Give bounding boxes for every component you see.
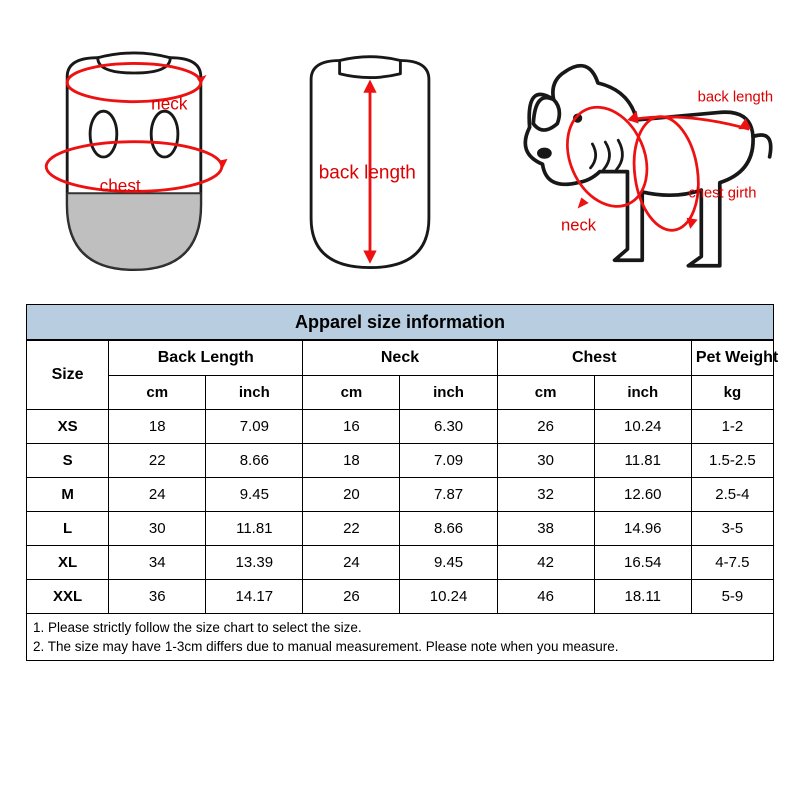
table-row: L3011.81228.663814.963-5 <box>27 512 774 546</box>
label-dog-chest-girth: chest girth <box>688 185 756 201</box>
diagram-vest-back: back length <box>252 10 488 300</box>
cell-bl_in: 8.66 <box>206 444 303 478</box>
label-dog-back-length: back length <box>697 89 772 105</box>
label-neck: neck <box>151 93 188 113</box>
diagram-vest-front: neck chest <box>16 10 252 300</box>
col-size: Size <box>27 341 109 410</box>
table-row: XS187.09166.302610.241-2 <box>27 410 774 444</box>
cell-size: XL <box>27 546 109 580</box>
cell-bl_cm: 24 <box>109 478 206 512</box>
cell-nk_cm: 24 <box>303 546 400 580</box>
cell-bl_in: 13.39 <box>206 546 303 580</box>
unit-inch: inch <box>400 376 497 410</box>
cell-wt: 2.5-4 <box>691 478 773 512</box>
size-table: Size Back Length Neck Chest Pet Weight c… <box>26 340 774 614</box>
unit-cm: cm <box>303 376 400 410</box>
unit-cm: cm <box>109 376 206 410</box>
cell-ch_cm: 32 <box>497 478 594 512</box>
label-back-length: back length <box>319 162 416 183</box>
cell-ch_in: 18.11 <box>594 580 691 614</box>
table-header-row-2: cm inch cm inch cm inch kg <box>27 376 774 410</box>
diagram-dog: neck chest girth back length <box>489 10 784 300</box>
unit-cm: cm <box>497 376 594 410</box>
cell-wt: 4-7.5 <box>691 546 773 580</box>
note-line: 1. Please strictly follow the size chart… <box>33 618 767 637</box>
table-header-row-1: Size Back Length Neck Chest Pet Weight <box>27 341 774 376</box>
cell-bl_in: 9.45 <box>206 478 303 512</box>
cell-size: M <box>27 478 109 512</box>
cell-ch_cm: 38 <box>497 512 594 546</box>
cell-ch_in: 10.24 <box>594 410 691 444</box>
cell-ch_in: 12.60 <box>594 478 691 512</box>
cell-nk_in: 8.66 <box>400 512 497 546</box>
diagrams-row: neck chest back length <box>0 0 800 300</box>
cell-ch_cm: 42 <box>497 546 594 580</box>
cell-ch_in: 16.54 <box>594 546 691 580</box>
cell-bl_in: 7.09 <box>206 410 303 444</box>
cell-nk_in: 6.30 <box>400 410 497 444</box>
cell-wt: 1-2 <box>691 410 773 444</box>
label-dog-neck: neck <box>561 216 597 235</box>
cell-ch_cm: 30 <box>497 444 594 478</box>
col-back-length: Back Length <box>109 341 303 376</box>
cell-bl_cm: 22 <box>109 444 206 478</box>
cell-wt: 3-5 <box>691 512 773 546</box>
notes: 1. Please strictly follow the size chart… <box>26 614 774 661</box>
unit-kg: kg <box>691 376 773 410</box>
cell-size: XXL <box>27 580 109 614</box>
cell-bl_cm: 36 <box>109 580 206 614</box>
cell-ch_cm: 46 <box>497 580 594 614</box>
cell-nk_in: 10.24 <box>400 580 497 614</box>
cell-size: L <box>27 512 109 546</box>
cell-bl_cm: 34 <box>109 546 206 580</box>
note-line: 2. The size may have 1-3cm differs due t… <box>33 637 767 656</box>
cell-nk_cm: 20 <box>303 478 400 512</box>
cell-ch_cm: 26 <box>497 410 594 444</box>
unit-inch: inch <box>206 376 303 410</box>
unit-inch: inch <box>594 376 691 410</box>
cell-nk_in: 7.87 <box>400 478 497 512</box>
table-row: XXL3614.172610.244618.115-9 <box>27 580 774 614</box>
cell-nk_cm: 22 <box>303 512 400 546</box>
cell-bl_in: 14.17 <box>206 580 303 614</box>
table-row: S228.66187.093011.811.5-2.5 <box>27 444 774 478</box>
col-chest: Chest <box>497 341 691 376</box>
cell-ch_in: 14.96 <box>594 512 691 546</box>
table-row: M249.45207.873212.602.5-4 <box>27 478 774 512</box>
cell-nk_in: 7.09 <box>400 444 497 478</box>
cell-bl_cm: 18 <box>109 410 206 444</box>
col-pet-weight: Pet Weight <box>691 341 773 376</box>
cell-ch_in: 11.81 <box>594 444 691 478</box>
table-row: XL3413.39249.454216.544-7.5 <box>27 546 774 580</box>
cell-nk_cm: 18 <box>303 444 400 478</box>
cell-size: XS <box>27 410 109 444</box>
col-neck: Neck <box>303 341 497 376</box>
cell-wt: 1.5-2.5 <box>691 444 773 478</box>
cell-bl_cm: 30 <box>109 512 206 546</box>
cell-wt: 5-9 <box>691 580 773 614</box>
cell-nk_in: 9.45 <box>400 546 497 580</box>
table-title: Apparel size information <box>26 304 774 340</box>
cell-nk_cm: 26 <box>303 580 400 614</box>
cell-bl_in: 11.81 <box>206 512 303 546</box>
cell-nk_cm: 16 <box>303 410 400 444</box>
label-chest: chest <box>100 175 141 195</box>
size-chart-infographic: neck chest back length <box>0 0 800 800</box>
cell-size: S <box>27 444 109 478</box>
